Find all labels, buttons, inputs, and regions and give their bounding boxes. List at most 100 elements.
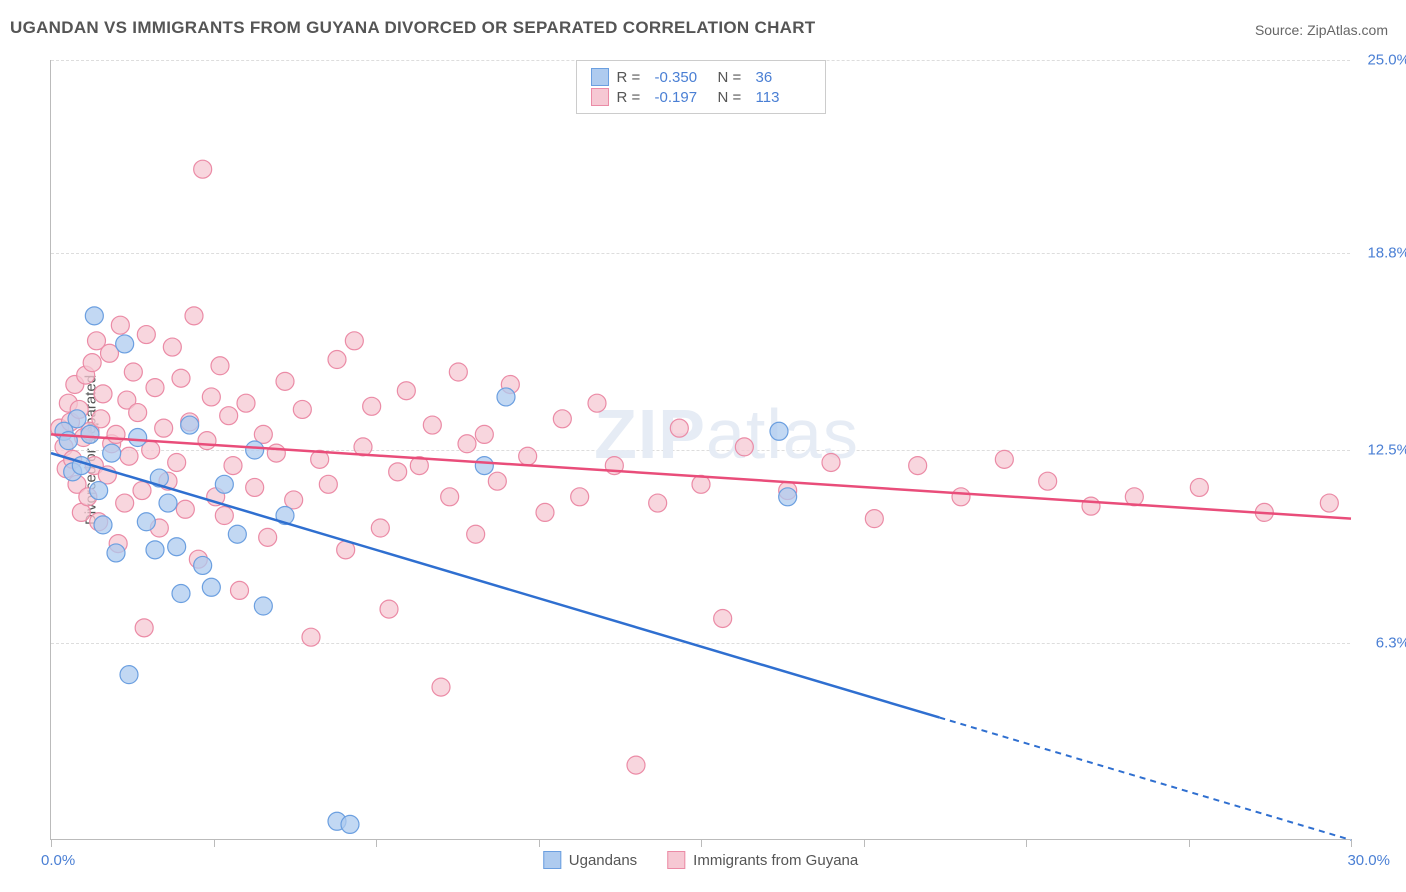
- scatter-point: [194, 556, 212, 574]
- legend-item: Immigrants from Guyana: [667, 851, 858, 869]
- x-tick: [539, 839, 540, 847]
- scatter-point: [449, 363, 467, 381]
- scatter-point: [341, 815, 359, 833]
- scatter-point: [865, 510, 883, 528]
- swatch-series-1: [591, 88, 609, 106]
- scatter-point: [588, 394, 606, 412]
- scatter-point: [909, 457, 927, 475]
- stats-row: R = -0.197 N = 113: [591, 87, 811, 107]
- scatter-point: [172, 585, 190, 603]
- scatter-point: [83, 354, 101, 372]
- scatter-point: [475, 457, 493, 475]
- scatter-point: [120, 666, 138, 684]
- scatter-point: [85, 307, 103, 325]
- scatter-point: [137, 513, 155, 531]
- scatter-point: [107, 544, 125, 562]
- scatter-point: [254, 597, 272, 615]
- scatter-point: [231, 581, 249, 599]
- scatter-point: [172, 369, 190, 387]
- scatter-point: [168, 538, 186, 556]
- scatter-point: [224, 457, 242, 475]
- scatter-point: [380, 600, 398, 618]
- scatter-point: [1190, 478, 1208, 496]
- scatter-point: [237, 394, 255, 412]
- x-tick: [701, 839, 702, 847]
- scatter-point: [627, 756, 645, 774]
- x-tick: [376, 839, 377, 847]
- scatter-point: [107, 425, 125, 443]
- scatter-point: [146, 541, 164, 559]
- trend-line-extrapolated: [939, 717, 1351, 840]
- scatter-point: [458, 435, 476, 453]
- scatter-point: [129, 429, 147, 447]
- scatter-point: [211, 357, 229, 375]
- y-tick-label: 25.0%: [1367, 52, 1406, 69]
- r-prefix: R =: [617, 89, 647, 106]
- scatter-point: [714, 609, 732, 627]
- plot-area: Divorced or Separated 0.0% 30.0% ZIPatla…: [50, 60, 1350, 840]
- scatter-point: [181, 416, 199, 434]
- x-axis-min-label: 0.0%: [41, 852, 75, 869]
- scatter-point: [133, 482, 151, 500]
- scatter-point: [135, 619, 153, 637]
- x-axis-max-label: 30.0%: [1347, 852, 1390, 869]
- scatter-point: [168, 453, 186, 471]
- scatter-point: [363, 397, 381, 415]
- scatter-point: [146, 379, 164, 397]
- x-tick: [864, 839, 865, 847]
- n-prefix: N =: [718, 89, 748, 106]
- x-tick: [1026, 839, 1027, 847]
- scatter-point: [1320, 494, 1338, 512]
- scatter-point: [371, 519, 389, 537]
- y-tick-label: 6.3%: [1376, 635, 1406, 652]
- scatter-point: [94, 516, 112, 534]
- r-value-1: -0.197: [655, 89, 710, 106]
- scatter-point: [328, 351, 346, 369]
- legend-item: Ugandans: [543, 851, 637, 869]
- source-label: Source: ZipAtlas.com: [1255, 22, 1388, 38]
- r-value-0: -0.350: [655, 69, 710, 86]
- scatter-point: [345, 332, 363, 350]
- scatter-point: [246, 478, 264, 496]
- r-prefix: R =: [617, 69, 647, 86]
- scatter-point: [92, 410, 110, 428]
- scatter-point: [276, 372, 294, 390]
- n-value-1: 113: [756, 89, 811, 106]
- scatter-point: [1082, 497, 1100, 515]
- scatter-point: [293, 400, 311, 418]
- scatter-point: [194, 160, 212, 178]
- n-value-0: 36: [756, 69, 811, 86]
- scatter-point: [176, 500, 194, 518]
- bottom-legend: Ugandans Immigrants from Guyana: [543, 851, 858, 869]
- scatter-point: [81, 425, 99, 443]
- scatter-point: [571, 488, 589, 506]
- scatter-point: [103, 444, 121, 462]
- chart-title: UGANDAN VS IMMIGRANTS FROM GUYANA DIVORC…: [10, 18, 816, 38]
- scatter-point: [649, 494, 667, 512]
- scatter-point: [68, 410, 86, 428]
- scatter-point: [432, 678, 450, 696]
- scatter-point: [220, 407, 238, 425]
- scatter-point: [488, 472, 506, 490]
- swatch-series-0: [591, 68, 609, 86]
- scatter-point: [215, 507, 233, 525]
- correlation-stats-box: R = -0.350 N = 36 R = -0.197 N = 113: [576, 60, 826, 114]
- trend-line: [51, 434, 1351, 518]
- scatter-point: [770, 422, 788, 440]
- scatter-point: [163, 338, 181, 356]
- scatter-point: [1039, 472, 1057, 490]
- scatter-svg: [51, 60, 1350, 839]
- scatter-point: [995, 450, 1013, 468]
- stats-row: R = -0.350 N = 36: [591, 67, 811, 87]
- y-tick-label: 12.5%: [1367, 442, 1406, 459]
- scatter-point: [116, 335, 134, 353]
- scatter-point: [202, 388, 220, 406]
- scatter-point: [155, 419, 173, 437]
- scatter-point: [159, 494, 177, 512]
- scatter-point: [90, 482, 108, 500]
- scatter-point: [497, 388, 515, 406]
- scatter-point: [185, 307, 203, 325]
- scatter-point: [267, 444, 285, 462]
- scatter-point: [129, 404, 147, 422]
- scatter-point: [137, 326, 155, 344]
